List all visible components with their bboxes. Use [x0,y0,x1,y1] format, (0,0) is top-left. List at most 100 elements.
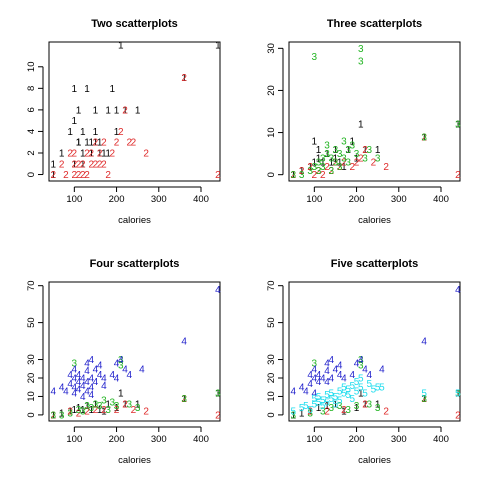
data-point: 1 [316,145,322,156]
data-point: 3 [362,153,368,164]
plot-frame [48,281,221,422]
data-point: 2 [383,407,389,418]
data-point: 1 [320,158,326,169]
series-1: 1 1 1 1 1 11 111 111 [290,388,461,421]
data-point: 3 [320,407,326,418]
data-point: 3 [421,394,427,405]
data-point: 1 [97,405,103,416]
data-point: 2 [97,159,103,170]
data-point: 3 [375,403,381,414]
data-point: 1 [97,138,103,149]
data-point: 2 [59,159,65,170]
data-point: 2 [337,162,343,173]
data-point: 5 [320,396,326,407]
scatter-panel-1: Two scatterplots 100 200 300 400 calories 0 2 4 6… [26,18,221,226]
x-tick-label: 300 [151,194,167,205]
data-point: 1 [324,149,330,160]
data-point: 2 [84,407,90,418]
data-point: 2 [312,170,318,181]
data-point: 2 [76,170,82,181]
x-tick-label: 400 [193,434,209,445]
data-point: 3 [345,158,351,169]
y-tick-label: 20 [266,85,277,96]
x-tick-label: 200 [109,434,125,445]
data-point: 3 [59,410,65,421]
data-point: 4 [307,379,313,390]
data-point: 3 [307,166,313,177]
data-point: 1 [362,145,368,156]
data-point: 4 [126,370,132,381]
data-point: 1 [324,401,330,412]
data-point: 2 [67,407,73,418]
data-point: 1 [105,148,111,159]
data-point: 1 [72,159,78,170]
data-point: 3 [341,136,347,147]
data-point: 5 [421,388,427,399]
data-point: 1 [93,105,99,116]
data-point: 4 [114,359,120,370]
x-tick-label: 400 [433,194,449,205]
data-point: 4 [324,366,330,377]
y-tick-label: 0 [266,172,277,177]
data-point: 5 [350,394,356,405]
x-tick-label: 300 [151,434,167,445]
data-point: 4 [341,373,347,384]
data-point: 4 [181,337,187,348]
data-point: 1 [50,170,56,181]
data-point: 2 [114,138,120,149]
data-point: 1 [316,403,322,414]
data-point: 1 [290,410,296,421]
x-axis: 100 200 300 400 [306,186,449,205]
data-point: 1 [59,409,65,420]
data-point: 1 [118,41,124,52]
x-tick-label: 400 [193,194,209,205]
x-axis-label: calories [118,455,151,466]
data-point: 3 [72,359,78,370]
data-point: 1 [181,73,187,84]
data-point: 1 [50,159,56,170]
data-point: 3 [337,149,343,160]
data-point: 2 [76,159,82,170]
y-tick-label: 50 [266,317,277,328]
data-point: 4 [337,370,343,381]
data-point: 1 [97,148,103,159]
data-point: 1 [114,403,120,414]
data-point: 5 [375,383,381,394]
data-point: 2 [72,159,78,170]
plot-frame [48,41,221,182]
chart-title: Two scatterplots [91,18,178,30]
data-point: 2 [362,145,368,156]
y-tick-label: 50 [26,317,37,328]
data-point: 4 [455,285,461,296]
data-point: 4 [59,383,65,394]
data-point: 1 [312,136,318,147]
data-point: 2 [93,138,99,149]
data-point: 4 [118,355,124,366]
data-point: 2 [324,407,330,418]
x-axis: 100 200 300 400 [306,426,449,445]
x-tick-label: 100 [66,434,82,445]
data-point: 2 [101,405,107,416]
data-point: 2 [181,73,187,84]
data-point: 3 [345,405,351,416]
data-point: 2 [350,162,356,173]
data-point: 2 [307,162,313,173]
data-point: 3 [316,166,322,177]
data-point: 4 [88,373,94,384]
y-tick-label: 30 [26,354,37,365]
data-point: 1 [181,394,187,405]
data-point: 4 [139,364,145,375]
y-tick-label: 70 [26,280,37,291]
data-point: 3 [118,361,124,372]
data-point: 3 [345,145,351,156]
data-point: 3 [307,409,313,420]
data-point: 3 [358,361,364,372]
data-point: 2 [455,410,461,421]
data-point: 1 [118,388,124,399]
data-point: 1 [84,138,90,149]
data-point: 5 [455,388,461,399]
x-tick-label: 100 [306,194,322,205]
